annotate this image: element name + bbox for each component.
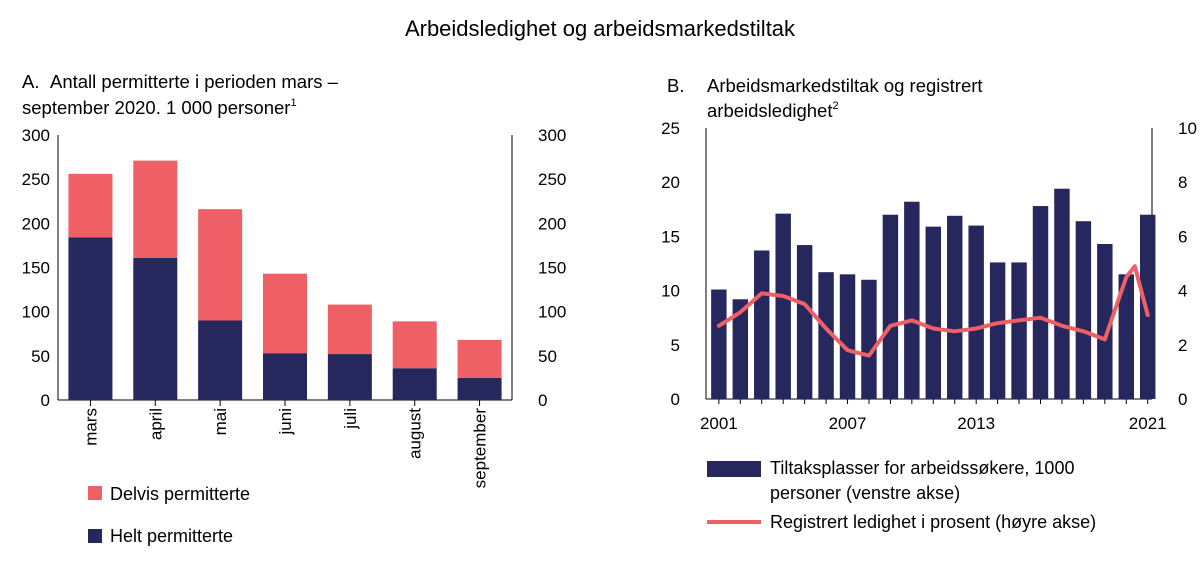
- panel-b-title-line1: Arbeidsmarkedstiltak og registrert: [707, 75, 983, 96]
- bar-tiltak-2004: [775, 213, 791, 399]
- panel-a-y-tick-right: 150: [538, 259, 566, 278]
- bar-delvis-august: [392, 321, 437, 369]
- panel-b-y-tick-left: 15: [661, 227, 680, 246]
- panel-a-y-tick-left: 100: [22, 303, 50, 322]
- bar-helt-august: [392, 368, 437, 400]
- bar-tiltak-2021: [1139, 214, 1156, 399]
- panel-a-y-tick-left: 150: [22, 259, 50, 278]
- bar-helt-april: [133, 257, 178, 400]
- panel-a-x-tick-label: april: [146, 408, 165, 440]
- panel-b-y-tick-right: 10: [1178, 119, 1197, 138]
- panel-b-y-tick-right: 6: [1178, 227, 1187, 246]
- panel-a-y-tick-right: 200: [538, 214, 566, 233]
- bar-helt-juli: [327, 354, 372, 400]
- bar-delvis-juni: [263, 273, 307, 354]
- panel-a-title-line2: september 2020. 1 000 personer1: [22, 97, 297, 118]
- panel-a-x-tick-label: juni: [276, 408, 295, 435]
- bar-tiltak-2006: [818, 272, 834, 399]
- legend-swatch-delvis: [88, 486, 102, 500]
- bar-tiltak-2018: [1075, 221, 1092, 399]
- bar-tiltak-2015: [1011, 262, 1027, 399]
- bar-helt-mai: [198, 320, 243, 400]
- panel-b-y-tick-right: 0: [1178, 390, 1187, 409]
- panel-a-y-tick-right: 0: [538, 391, 547, 410]
- panel-a-y-tick-right: 50: [538, 347, 557, 366]
- figure-title: Arbeidsledighet og arbeidsmarkedstiltak: [405, 16, 796, 41]
- bar-tiltak-2017: [1054, 188, 1070, 399]
- legend-swatch-tiltak: [707, 461, 761, 477]
- bar-tiltak-2005: [796, 245, 813, 399]
- panel-a-y-tick-left: 200: [22, 214, 50, 233]
- panel-a-y-tick-left: 50: [31, 347, 50, 366]
- panel-a-letter: A.: [22, 71, 39, 92]
- bar-tiltak-2003: [754, 250, 770, 399]
- bar-tiltak-2002: [732, 299, 749, 399]
- bar-helt-juni: [263, 353, 307, 400]
- panel-b-y-tick-left: 10: [661, 282, 680, 301]
- panel-a-footnote-mark: 1: [290, 97, 296, 109]
- bar-tiltak-2012: [947, 215, 963, 399]
- bar-tiltak-2019: [1097, 243, 1113, 399]
- bar-tiltak-2014: [989, 262, 1006, 399]
- legend-label-tiltak-line2: personer (venstre akse): [770, 483, 960, 503]
- panel-b-y-tick-left: 20: [661, 173, 680, 192]
- panel-a-plot: 0 0 50 50 100 100 150 150 200 200 250 250 300 300 mars…: [22, 126, 567, 488]
- bar-tiltak-2011: [925, 226, 942, 399]
- legend-label-helt: Helt permitterte: [110, 526, 233, 546]
- panel-a-x-tick-label: august: [406, 408, 425, 459]
- panel-b-y-tick-right: 2: [1178, 336, 1187, 355]
- legend-swatch-helt: [88, 529, 102, 543]
- panel-b-letter: B.: [667, 75, 684, 96]
- panel-b-y-tick-right: 4: [1178, 282, 1187, 301]
- legend-label-delvis: Delvis permitterte: [110, 484, 250, 504]
- bar-tiltak-2009: [882, 214, 899, 399]
- panel-a-y-tick-right: 250: [538, 170, 566, 189]
- panel-b-x-tick-label: 2001: [700, 414, 738, 433]
- bar-tiltak-2010: [904, 201, 920, 399]
- panel-b-x-tick-label: 2021: [1129, 414, 1167, 433]
- panel-a-x-tick-label: september: [471, 408, 490, 489]
- bar-delvis-juli: [327, 304, 372, 355]
- panel-a-y-tick-right: 300: [538, 126, 566, 145]
- bar-delvis-mars: [68, 173, 113, 238]
- panel-a-y-tick-left: 0: [41, 391, 50, 410]
- panel-a-y-tick-right: 100: [538, 303, 566, 322]
- panel-a-x-tick-label: mai: [211, 408, 230, 435]
- bar-delvis-april: [133, 160, 178, 258]
- legend-label-ledighet: Registrert ledighet i prosent (høyre aks…: [770, 512, 1096, 532]
- line-registrert-ledighet: [716, 264, 1150, 358]
- panel-a-y-tick-left: 300: [22, 126, 50, 145]
- panel-b-y-tick-right: 8: [1178, 173, 1187, 192]
- panel-b-plot: 0 5 10 15 20 25 0 2 4 6 8 10 2001 2007 2013 2021: [661, 119, 1197, 433]
- panel-a-title-text: september 2020. 1 000 personer: [22, 97, 290, 118]
- panel-b-y-tick-left: 0: [671, 390, 680, 409]
- bar-tiltak-2007: [839, 274, 856, 399]
- panel-a-x-tick-label: juli: [341, 408, 360, 430]
- bar-tiltak-2013: [968, 225, 984, 399]
- legend-label-tiltak-line1: Tiltaksplasser for arbeidssøkere, 1000: [770, 458, 1074, 478]
- bar-delvis-mai: [198, 209, 243, 321]
- panel-b-y-tick-left: 5: [671, 336, 680, 355]
- panel-a-x-tick-label: mars: [81, 408, 100, 446]
- bar-helt-mars: [68, 237, 113, 400]
- panel-b-x-tick-label: 2013: [957, 414, 995, 433]
- panel-b-y-tick-left: 25: [661, 119, 680, 138]
- bar-tiltak-2008: [861, 279, 877, 399]
- bar-tiltak-2020: [1118, 274, 1134, 399]
- bar-delvis-september: [457, 339, 502, 378]
- bar-tiltak-2016: [1032, 206, 1049, 399]
- panel-b-x-tick-label: 2007: [829, 414, 867, 433]
- panel-b-footnote-mark: 2: [832, 100, 838, 112]
- bar-tiltak-2001: [711, 289, 727, 399]
- panel-a-y-tick-left: 250: [22, 170, 50, 189]
- panel-a-title-line1: Antall permitterte i perioden mars –: [50, 71, 339, 92]
- panel-b-title-line2: arbeidsledighet2: [707, 100, 839, 121]
- panel-b-title-text: arbeidsledighet: [707, 100, 832, 121]
- bar-helt-september: [457, 377, 502, 400]
